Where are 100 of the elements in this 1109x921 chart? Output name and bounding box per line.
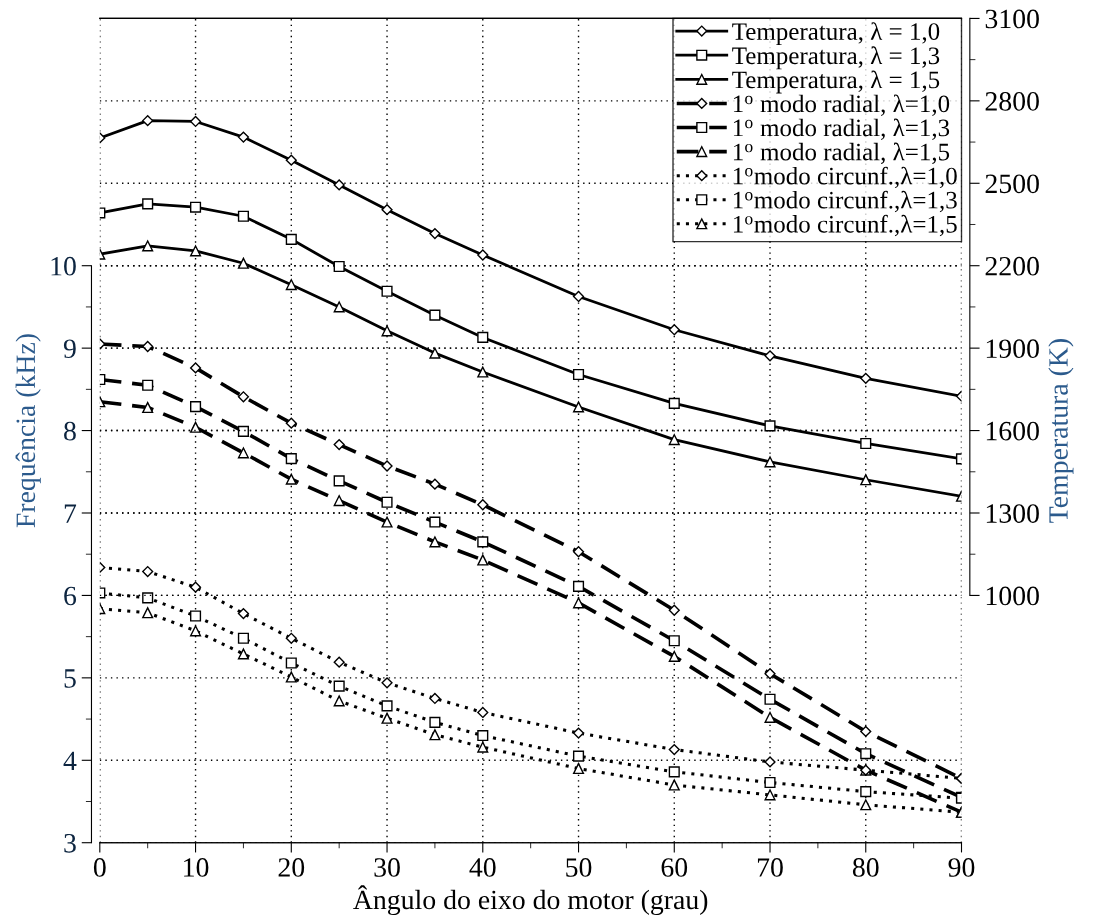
point <box>429 536 441 548</box>
point <box>189 245 202 257</box>
point <box>381 700 393 712</box>
point <box>189 401 202 413</box>
point <box>668 604 680 616</box>
point <box>429 729 441 741</box>
point <box>142 198 154 210</box>
point <box>764 668 776 680</box>
y2-tick-label: 2500 <box>985 174 1039 194</box>
x-tick-label: 90 <box>948 858 975 877</box>
point <box>668 397 680 409</box>
point <box>477 554 489 566</box>
legend-label: Temperatura, λ = 1,5 <box>732 70 940 94</box>
point <box>764 693 776 705</box>
point <box>860 372 872 384</box>
point <box>668 434 680 446</box>
point <box>764 420 776 432</box>
point <box>381 516 393 528</box>
point <box>237 131 250 143</box>
point <box>189 115 202 128</box>
y-axis-title: Frequência (kHz) <box>15 334 41 528</box>
x-tick-label: 0 <box>93 858 106 877</box>
point <box>572 580 585 592</box>
point <box>142 379 154 391</box>
point <box>572 597 585 609</box>
point <box>572 750 585 762</box>
point <box>477 706 489 719</box>
y2-tick-label: 3100 <box>985 9 1039 29</box>
x-tick-label: 10 <box>184 858 209 877</box>
point <box>285 671 297 683</box>
point <box>142 592 154 604</box>
point <box>237 425 249 437</box>
y-tick-label: 5 <box>64 669 76 688</box>
point <box>860 786 872 798</box>
y2-tick-label: 1000 <box>986 586 1039 606</box>
point <box>285 417 297 429</box>
point <box>381 285 393 297</box>
point <box>860 437 872 450</box>
y-tick-label: 6 <box>64 586 77 606</box>
point <box>142 565 154 578</box>
y2-tick-label: 1900 <box>986 339 1039 359</box>
x-axis-title: Ângulo do eixo do motor (grau) <box>353 885 708 916</box>
point <box>333 680 345 692</box>
point <box>572 727 585 739</box>
y-tick-label: 9 <box>63 339 76 359</box>
x-tick-label: 20 <box>278 858 305 877</box>
x-tick-label: 40 <box>469 858 496 877</box>
y-tick-label: 3 <box>64 833 76 853</box>
point <box>572 401 585 413</box>
point <box>764 456 776 468</box>
point <box>764 776 776 789</box>
y2-axis-title: Temperatura (K) <box>1048 339 1074 523</box>
point <box>333 179 345 191</box>
legend-label: 1$^{o}$modo circunf.,λ=1,5 <box>733 214 957 237</box>
legend-label: 1$^{o}$ modo radial, λ=1,0 <box>733 94 950 116</box>
point <box>189 421 202 433</box>
point <box>429 309 441 321</box>
point <box>668 766 680 778</box>
point <box>189 610 202 622</box>
point <box>285 154 297 166</box>
x-tick-label: 60 <box>661 858 688 877</box>
point <box>429 716 441 728</box>
point <box>668 324 680 336</box>
point <box>860 799 872 811</box>
point <box>285 233 297 245</box>
point <box>333 438 345 451</box>
point <box>668 635 680 647</box>
point <box>381 204 393 216</box>
point <box>333 260 345 273</box>
point <box>333 495 345 507</box>
point <box>189 201 202 213</box>
x-tick-label: 50 <box>566 858 592 877</box>
legend-label: 1$^{o}$modo circunf.,λ=1,0 <box>733 166 957 189</box>
point <box>668 779 680 791</box>
point <box>477 366 489 378</box>
x-tick-label: 30 <box>374 858 400 877</box>
point <box>189 362 202 374</box>
x-tick-label: 70 <box>757 858 783 877</box>
point <box>237 257 249 269</box>
y-tick-label: 4 <box>63 751 77 770</box>
y2-tick-label: 1300 <box>986 504 1039 523</box>
point <box>477 331 489 343</box>
point <box>860 725 872 738</box>
point <box>668 743 680 756</box>
x-tick-label: 80 <box>852 858 879 877</box>
point <box>429 227 441 240</box>
point <box>668 650 680 662</box>
point <box>381 325 393 337</box>
point <box>477 730 489 742</box>
y2-tick-label: 2200 <box>985 256 1039 276</box>
point <box>477 249 489 261</box>
point <box>333 695 345 707</box>
point <box>764 350 776 362</box>
point <box>285 279 297 291</box>
point <box>285 453 297 465</box>
point <box>285 473 297 485</box>
point <box>237 210 249 222</box>
point <box>572 290 585 303</box>
y-tick-label: 10 <box>51 256 76 276</box>
y-tick-label: 7 <box>64 504 77 523</box>
